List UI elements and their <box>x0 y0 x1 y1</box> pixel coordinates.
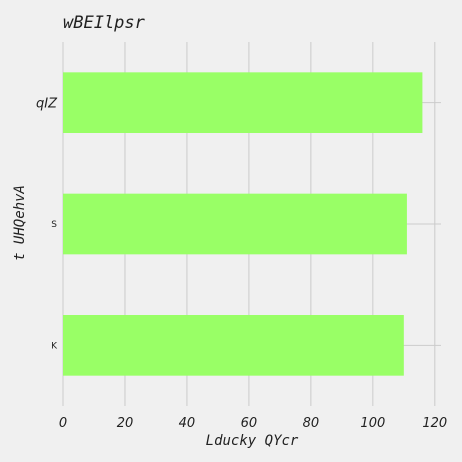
x-tick-label: 100 <box>360 416 385 431</box>
y-tick-label: K <box>51 341 58 351</box>
chart-title: wBEIlpsr <box>63 13 146 33</box>
y-tick-label: qIZ <box>36 97 58 112</box>
y-axis-label: t UHQehvA <box>12 185 28 261</box>
x-tick-label: 0 <box>59 416 67 431</box>
x-tick-label: 120 <box>422 416 447 431</box>
x-tick-label: 40 <box>179 416 196 431</box>
bar-qIZ <box>63 72 423 133</box>
y-tick-label: S <box>51 220 57 230</box>
bar-K <box>63 315 404 376</box>
bars <box>63 72 423 376</box>
tick-labels: 0 20 40 60 80 100 120 qIZ S K <box>36 97 447 431</box>
x-axis-label: Lducky QYcr <box>206 433 299 449</box>
x-tick-label: 60 <box>241 416 258 431</box>
x-tick-label: 20 <box>117 416 134 431</box>
bar-S <box>63 193 407 255</box>
x-tick-label: 80 <box>303 416 320 431</box>
